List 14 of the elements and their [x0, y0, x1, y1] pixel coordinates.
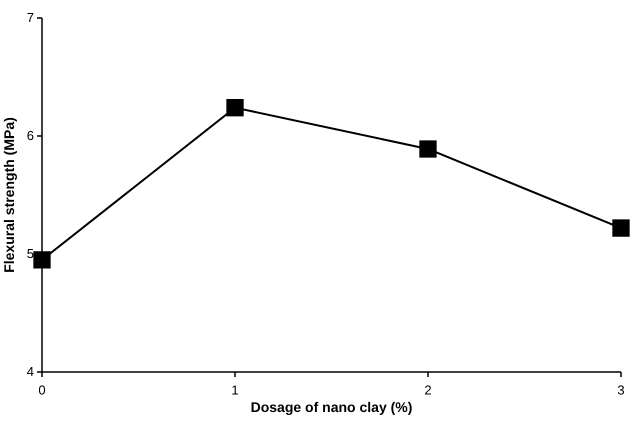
- point: [226, 99, 244, 116]
- x-tick-label: 2: [424, 382, 432, 398]
- y-tick-label: 7: [26, 10, 34, 26]
- y-tick-label: 4: [26, 364, 34, 380]
- x-tick-label: 1: [231, 382, 239, 398]
- y-axis-title: Flexural strength (MPa): [1, 117, 17, 273]
- point: [612, 219, 630, 237]
- point: [419, 140, 437, 158]
- x-tick-label: 3: [617, 382, 625, 398]
- point: [33, 251, 51, 269]
- y-tick-label: 6: [26, 128, 34, 144]
- y-tick-label: 5: [26, 246, 34, 262]
- x-axis-title: Dosage of nano clay (%): [250, 399, 412, 415]
- x-tick-label: 0: [38, 382, 46, 398]
